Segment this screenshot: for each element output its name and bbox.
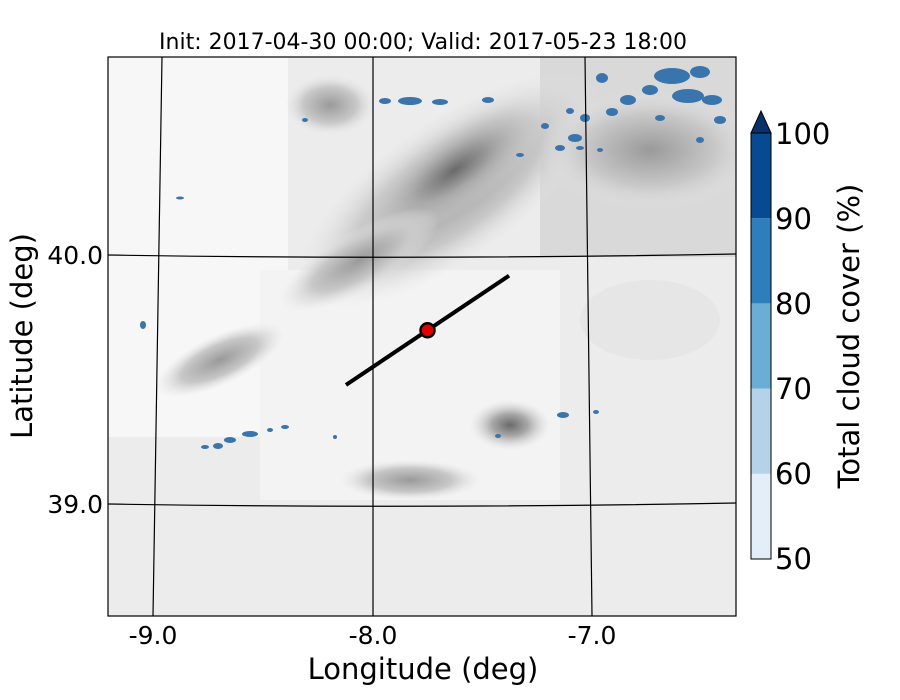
center-point-marker bbox=[419, 322, 436, 339]
map-frame bbox=[107, 56, 737, 617]
cloud-patch bbox=[140, 321, 146, 329]
map-panel bbox=[108, 57, 736, 616]
colorbar-tick-label: 100 bbox=[775, 117, 830, 151]
colorbar-segment bbox=[751, 218, 771, 304]
cloud-patch bbox=[696, 137, 704, 143]
cloud-patch bbox=[495, 434, 501, 438]
cloud-patch bbox=[714, 116, 726, 124]
cloud-patch bbox=[333, 435, 337, 439]
cloud-patch bbox=[557, 412, 569, 418]
colorbar-label: Total cloud cover (%) bbox=[832, 184, 866, 490]
y-tick-label: 40.0 bbox=[47, 241, 103, 270]
cloud-patch bbox=[398, 97, 422, 105]
cloud-patch bbox=[596, 73, 608, 83]
cloud-patch bbox=[576, 146, 584, 150]
cloud-patch bbox=[597, 148, 603, 152]
x-axis-label: Longitude (deg) bbox=[308, 652, 539, 686]
cloud-patch bbox=[555, 145, 565, 151]
cloud-patch bbox=[620, 95, 636, 105]
colorbar-segment bbox=[751, 473, 771, 559]
cloud-patch bbox=[702, 95, 722, 105]
meridian-line bbox=[152, 57, 163, 616]
cloud-patch bbox=[176, 196, 184, 200]
colorbar-segments bbox=[751, 133, 771, 559]
cloud-patches bbox=[140, 66, 726, 449]
colorbar-segment bbox=[751, 303, 771, 389]
grid-lines bbox=[108, 57, 736, 616]
cloud-patch bbox=[201, 445, 209, 449]
cloud-patch bbox=[654, 68, 690, 84]
terrain-shading bbox=[108, 57, 736, 616]
cloud-patch bbox=[690, 66, 710, 78]
colorbar-tick-label: 90 bbox=[775, 202, 812, 236]
x-tick-label: -7.0 bbox=[568, 621, 617, 650]
cloud-patch bbox=[213, 443, 223, 449]
cloud-patch bbox=[672, 89, 704, 103]
colorbar: 50 60 70 80 90 100 Total cloud cover (%) bbox=[750, 109, 866, 576]
cloud-patch bbox=[606, 108, 618, 116]
cloud-patch bbox=[224, 437, 236, 443]
cloud-patch bbox=[593, 410, 599, 414]
y-tick-label: 39.0 bbox=[47, 490, 103, 519]
colorbar-tick-label: 80 bbox=[775, 287, 812, 321]
parallel-line bbox=[108, 502, 736, 507]
cloud-patch bbox=[655, 115, 665, 121]
cloud-patch bbox=[482, 97, 494, 103]
cloud-patch bbox=[580, 114, 590, 122]
cloud-patch bbox=[568, 134, 582, 142]
cloud-patch bbox=[379, 98, 391, 104]
colorbar-segment bbox=[751, 133, 771, 219]
colorbar-segment bbox=[751, 388, 771, 474]
cloud-patch bbox=[541, 123, 549, 129]
cloud-patch bbox=[242, 431, 258, 437]
colorbar-tick-label: 70 bbox=[775, 372, 812, 406]
cloud-patch bbox=[267, 428, 273, 432]
cloud-patch bbox=[302, 118, 308, 122]
chart-title: Init: 2017-04-30 00:00; Valid: 2017-05-2… bbox=[159, 30, 687, 55]
cloud-patch bbox=[281, 425, 289, 429]
meridian-line bbox=[584, 57, 593, 616]
y-tick-labels: 40.0 39.0 bbox=[47, 241, 103, 519]
x-tick-label: -8.0 bbox=[349, 621, 398, 650]
cloud-patch bbox=[566, 108, 574, 114]
cloud-patch bbox=[642, 85, 658, 95]
x-tick-label: -9.0 bbox=[129, 621, 178, 650]
colorbar-extend-arrow bbox=[750, 109, 772, 134]
cloud-patch bbox=[432, 99, 448, 105]
parallel-line bbox=[108, 253, 736, 258]
colorbar-tick-label: 60 bbox=[775, 457, 812, 491]
cloud-patch bbox=[516, 153, 524, 157]
colorbar-frame bbox=[750, 132, 772, 560]
colorbar-tick-labels: 50 60 70 80 90 100 bbox=[775, 117, 830, 576]
x-tick-labels: -9.0 -8.0 -7.0 bbox=[129, 621, 617, 650]
y-axis-label: Latitude (deg) bbox=[5, 233, 39, 439]
colorbar-tick-label: 50 bbox=[775, 542, 812, 576]
